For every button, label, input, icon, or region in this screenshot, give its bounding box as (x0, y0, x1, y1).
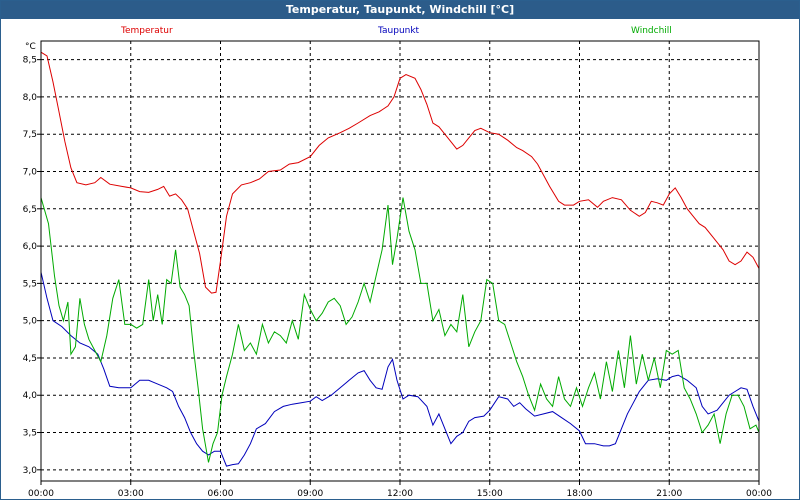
x-tick-time: 06:00 (208, 489, 234, 499)
legend-taupunkt: Taupunkt (378, 26, 420, 36)
x-tick-time: 12:00 (387, 489, 413, 499)
y-tick-label: 3,0 (23, 466, 38, 476)
x-tick-time: 00:00 (746, 489, 772, 499)
x-tick-time: 18:00 (567, 489, 593, 499)
chart-title: Temperatur, Taupunkt, Windchill [°C] (1, 1, 799, 19)
series-taupunkt (40, 272, 760, 467)
x-tick-time: 09:00 (297, 489, 323, 499)
x-tick-time: 03:00 (118, 489, 144, 499)
y-tick-label: 4,0 (23, 391, 38, 401)
legend-windchill: Windchill (631, 26, 672, 36)
series-temperatur (40, 51, 760, 294)
y-tick-label: 5,5 (23, 279, 37, 289)
x-tick-time: 00:00 (28, 489, 54, 499)
x-tick-time: 21:00 (656, 489, 682, 499)
y-tick-label: 8,0 (23, 93, 38, 103)
series-windchill (40, 197, 760, 463)
y-tick-label: 3,5 (23, 429, 37, 439)
x-axis-ticks: 00:0009.01.2303:0009.01.2306:0009.01.230… (28, 481, 772, 499)
line-chart: °C 3,03,54,04,55,05,56,06,57,07,58,08,5 … (23, 40, 772, 499)
y-tick-label: 7,5 (23, 130, 37, 140)
grid (41, 41, 759, 481)
y-tick-label: 8,5 (23, 56, 37, 66)
y-tick-label: 5,0 (23, 317, 38, 327)
legend-temperatur: Temperatur (121, 26, 173, 36)
x-tick-time: 15:00 (477, 489, 503, 499)
y-tick-label: 6,0 (23, 242, 38, 252)
y-tick-label: 7,0 (23, 168, 38, 178)
series-lines (40, 51, 760, 467)
y-axis-ticks: 3,0 3,5 4,0 4,5 5,0 5,5 6,0 6,5 7,0 7,5 8,0 8,5 (23, 56, 41, 476)
y-tick-label: 4,5 (23, 354, 37, 364)
y-axis-unit-label: °C (25, 42, 36, 52)
plot-area-border (40, 40, 760, 482)
y-tick-label: 6,5 (23, 205, 37, 215)
